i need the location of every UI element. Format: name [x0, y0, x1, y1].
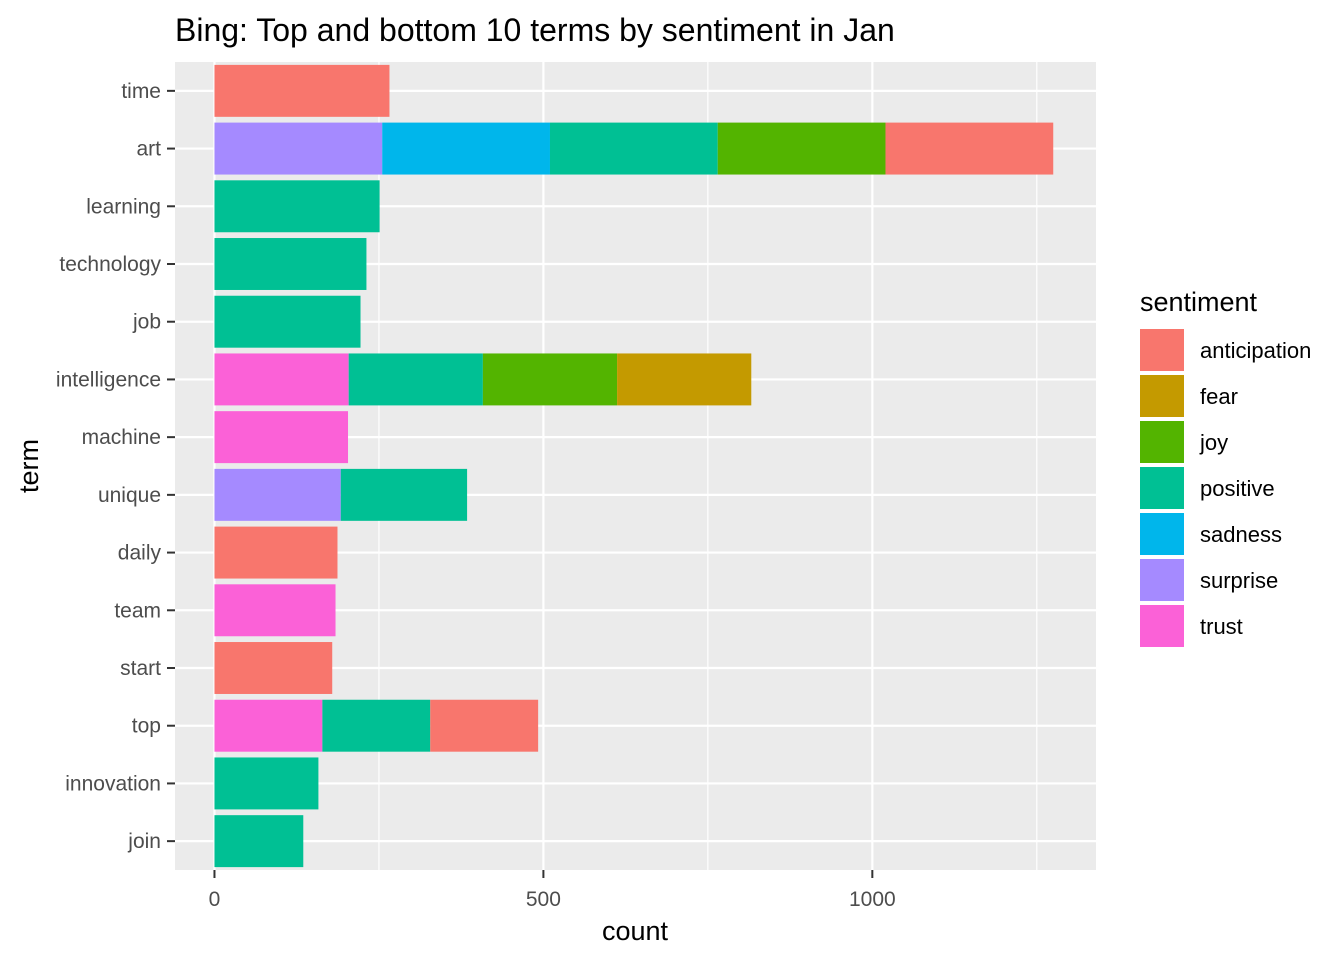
x-axis-title: count — [602, 916, 669, 946]
x-tick-label: 500 — [526, 888, 561, 911]
y-tick-label: learning — [86, 195, 161, 218]
y-tick-label: top — [132, 715, 161, 738]
legend-label-trust: trust — [1200, 614, 1243, 639]
legend-key-fear — [1140, 375, 1184, 417]
bar-segment-daily-anticipation — [214, 526, 338, 579]
chart-title: Bing: Top and bottom 10 terms by sentime… — [175, 12, 895, 48]
bar-segment-top-trust — [214, 699, 323, 752]
legend-items: anticipation fear joy positive sadness surpri… — [1140, 329, 1311, 647]
y-tick-label: machine — [82, 426, 161, 449]
bar-segment-unique-positive — [340, 468, 468, 521]
y-tick-label: intelligence — [56, 368, 161, 391]
legend-key-anticipation — [1140, 329, 1184, 371]
y-tick-label: join — [127, 830, 161, 853]
bar-segment-art-joy — [717, 122, 886, 175]
bar-segment-top-positive — [322, 699, 431, 752]
bar-segment-art-sadness — [382, 122, 550, 175]
y-tick-label: innovation — [65, 772, 161, 795]
bar-segment-learning-positive — [214, 180, 380, 233]
legend-label-positive: positive — [1200, 476, 1275, 501]
legend-label-sadness: sadness — [1200, 522, 1282, 547]
bar-segment-join-positive — [214, 815, 304, 868]
legend-label-fear: fear — [1200, 384, 1238, 409]
bar-segment-intelligence-trust — [214, 353, 349, 406]
legend-label-joy: joy — [1199, 430, 1228, 455]
y-tick-label: job — [132, 311, 161, 334]
x-tick-label: 1000 — [849, 888, 896, 911]
legend-title: sentiment — [1140, 287, 1258, 317]
y-tick-label: daily — [118, 542, 162, 565]
y-axis: time art learning technology job intelligence… — [56, 80, 175, 853]
bar-segment-top-anticipation — [430, 699, 539, 752]
bar-segment-job-positive — [214, 295, 361, 348]
bar-segment-unique-surprise — [214, 468, 341, 521]
y-tick-label: art — [136, 138, 161, 161]
bar-segment-team-trust — [214, 584, 336, 637]
bar-segment-intelligence-joy — [482, 353, 618, 406]
legend-key-sadness — [1140, 513, 1184, 555]
legend-key-joy — [1140, 421, 1184, 463]
y-tick-label: time — [121, 80, 161, 103]
x-axis: 0 500 1000 — [209, 870, 896, 911]
y-axis-title: term — [14, 439, 44, 493]
bars — [214, 64, 1054, 868]
y-tick-label: technology — [59, 253, 161, 276]
bar-segment-start-anticipation — [214, 642, 333, 694]
y-tick-label: start — [120, 657, 161, 680]
bar-segment-intelligence-positive — [348, 353, 483, 406]
bar-segment-art-anticipation — [885, 122, 1054, 175]
bar-segment-technology-positive — [214, 238, 367, 290]
bar-segment-art-surprise — [214, 122, 383, 175]
legend-label-surprise: surprise — [1200, 568, 1278, 593]
bar-segment-machine-trust — [214, 411, 349, 464]
bar-segment-art-positive — [549, 122, 718, 175]
y-tick-label: team — [114, 599, 161, 622]
x-tick-label: 0 — [209, 888, 221, 911]
legend-label-anticipation: anticipation — [1200, 338, 1311, 363]
legend-key-surprise — [1140, 559, 1184, 601]
legend-key-positive — [1140, 467, 1184, 509]
y-tick-label: unique — [98, 484, 161, 507]
legend: sentiment anticipation fear joy positive sad… — [1140, 287, 1311, 647]
bar-segment-intelligence-fear — [617, 353, 752, 406]
bar-segment-time-anticipation — [214, 64, 390, 117]
legend-key-trust — [1140, 605, 1184, 647]
bar-segment-innovation-positive — [214, 757, 319, 810]
